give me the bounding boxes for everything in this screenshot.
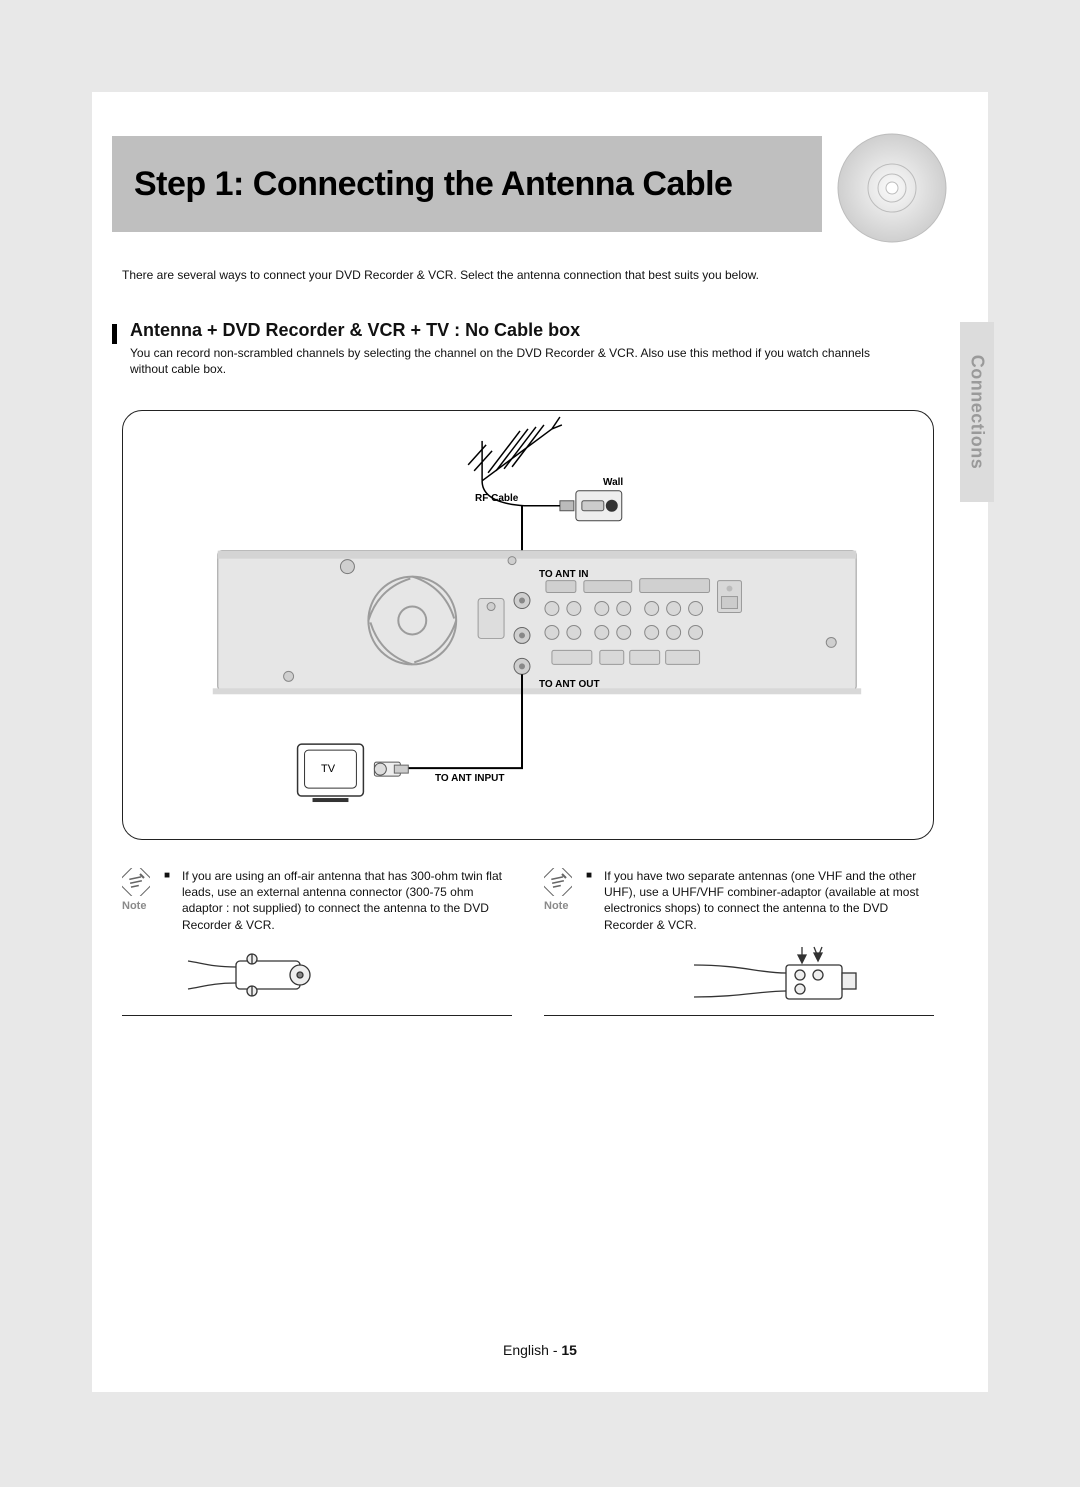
note-icon (122, 868, 150, 896)
note-icon (544, 868, 572, 896)
footer-sep: - (549, 1342, 561, 1358)
diagram-label-tv: TV (321, 763, 335, 775)
note-label: Note (122, 900, 146, 912)
diagram-label-ant-out: TO ANT OUT (539, 679, 600, 690)
section-body: You can record non-scrambled channels by… (130, 345, 900, 377)
note-left-text: If you are using an off-air antenna that… (182, 868, 512, 933)
intro-text: There are several ways to connect your D… (122, 268, 932, 284)
manual-page: Step 1: Connecting the Antenna Cable The… (92, 92, 988, 1392)
chapter-tab-label: Connections (967, 355, 988, 470)
diagram-label-wall: Wall (603, 477, 623, 488)
note-separator (122, 1015, 512, 1016)
chapter-tab: Connections (960, 322, 994, 502)
notes-row: Note If you are using an off-air antenna… (122, 868, 942, 1016)
diagram-label-ant-input: TO ANT INPUT (435, 773, 504, 784)
note-left: Note If you are using an off-air antenna… (122, 868, 512, 1016)
adaptor-300-75-icon (182, 943, 512, 1003)
diagram-label-rf-cable: RF Cable (475, 493, 518, 504)
note-separator (544, 1015, 934, 1016)
note-right-text: If you have two separate antennas (one V… (604, 868, 934, 933)
step-banner: Step 1: Connecting the Antenna Cable (112, 136, 822, 232)
combiner-adaptor-icon (684, 943, 934, 1003)
section-no-cable-box: Antenna + DVD Recorder & VCR + TV : No C… (112, 320, 932, 377)
step-title: Step 1: Connecting the Antenna Cable (112, 165, 732, 204)
diagram-label-ant-in: TO ANT IN (539, 569, 588, 580)
connection-diagram: Wall RF Cable TO ANT IN TO ANT OUT TO AN… (122, 410, 934, 840)
diagram-svg (123, 411, 933, 840)
footer-lang: English (503, 1342, 549, 1358)
note-right: Note If you have two separate antennas (… (544, 868, 934, 1016)
disc-icon (828, 136, 948, 232)
page-footer: English - 15 (92, 1342, 988, 1358)
footer-page-number: 15 (561, 1342, 577, 1358)
section-heading: Antenna + DVD Recorder & VCR + TV : No C… (130, 320, 932, 341)
section-bar-icon (112, 324, 117, 344)
note-label: Note (544, 900, 568, 912)
